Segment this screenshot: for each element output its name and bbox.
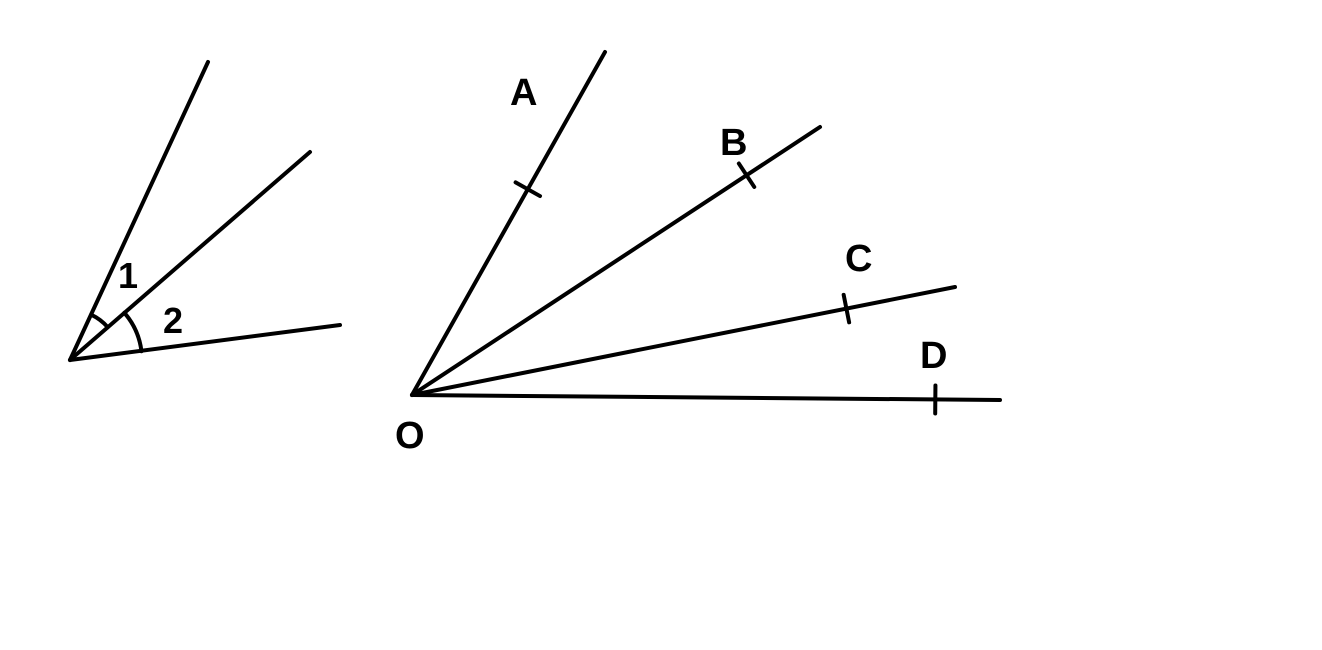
right-ray-OD [412,395,1000,400]
diagram-canvas [0,0,1322,650]
right-ray-OA [412,52,605,395]
left-arc-outer [124,313,141,351]
label-point-B: B [720,122,747,165]
right-tick-OA [516,182,540,196]
left-arc-inner [91,315,108,328]
left-ray3 [70,325,340,360]
right-tick-OC [844,295,849,322]
label-point-A: A [510,72,537,115]
label-point-D: D [920,335,947,378]
right-tick-OB [739,164,754,187]
label-angle-2: 2 [163,300,183,342]
left-ray2 [70,152,310,360]
label-angle-1: 1 [118,255,138,297]
label-point-O: O [395,415,425,458]
label-point-C: C [845,238,872,281]
